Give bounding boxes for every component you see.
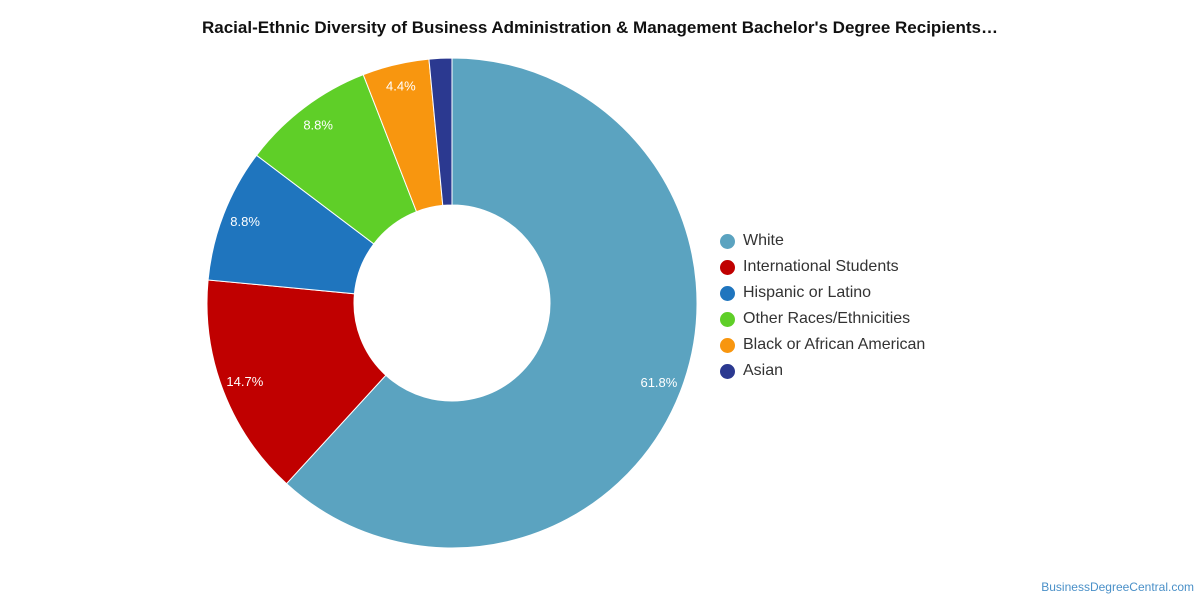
legend-label-white: White [743, 232, 784, 249]
chart-legend: White International Students Hispanic or L… [720, 228, 925, 384]
slice-white[interactable] [285, 57, 698, 549]
legend-swatch-other-races-ethnicities [720, 311, 735, 327]
donut-slices [206, 57, 698, 549]
legend-label-hispanic-or-latino: Hispanic or Latino [743, 284, 872, 301]
legend-item-white[interactable]: White [720, 228, 925, 254]
legend-label-international-students: International Students [743, 258, 899, 275]
legend-swatch-hispanic-or-latino [720, 285, 735, 301]
legend-swatch-asian [720, 363, 735, 379]
slice-label-other-races-ethnicities: 8.8% [303, 117, 333, 132]
slice-label-international-students: 14.7% [226, 374, 263, 389]
legend-item-asian[interactable]: Asian [720, 358, 925, 384]
legend-swatch-international-students [720, 259, 735, 275]
slice-international-students[interactable] [206, 279, 387, 485]
legend-label-asian: Asian [743, 362, 784, 379]
chart-title: Racial-Ethnic Diversity of Business Admi… [201, 18, 998, 37]
legend-label-black-or-african-american: Black or African American [743, 336, 926, 353]
legend-swatch-white [720, 233, 735, 249]
slice-label-white: 61.8% [640, 375, 677, 390]
legend-item-black-or-african-american[interactable]: Black or African American [720, 332, 925, 358]
legend-label-other-races-ethnicities: Other Races/Ethnicities [743, 310, 911, 327]
slice-asian[interactable] [428, 57, 453, 206]
legend-swatch-black-or-african-american [720, 337, 735, 353]
slice-label-black-or-african-american: 4.4% [386, 78, 416, 93]
watermark: BusinessDegreeCentral.com [1041, 580, 1194, 594]
donut-slice-labels: 61.8% 14.7% 8.8% 8.8% 4.4% [226, 78, 677, 389]
slice-label-hispanic-or-latino: 8.8% [230, 214, 260, 229]
legend-item-hispanic-or-latino[interactable]: Hispanic or Latino [720, 280, 925, 306]
legend-item-international-students[interactable]: International Students [720, 254, 925, 280]
legend-item-other-races-ethnicities[interactable]: Other Races/Ethnicities [720, 306, 925, 332]
